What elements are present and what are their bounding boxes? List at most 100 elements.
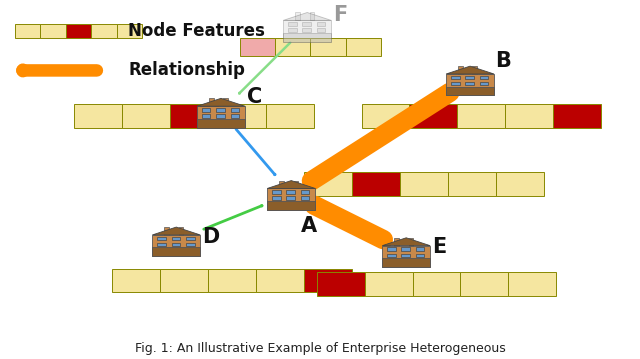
Bar [400,172,448,196]
Bar [223,98,228,106]
Bar [317,272,365,296]
Bar [465,82,474,85]
Bar [186,243,195,246]
Bar [113,269,161,292]
Bar [287,196,295,200]
Bar [15,24,40,38]
Bar [152,235,200,256]
Bar [164,227,169,235]
Bar [446,87,494,95]
Bar [152,247,200,256]
Bar [458,66,463,74]
Bar [197,119,245,128]
Bar [279,181,284,188]
Polygon shape [284,13,331,20]
Bar [197,106,245,128]
Bar [387,247,396,251]
Bar [288,28,297,32]
Bar [157,243,166,246]
Polygon shape [446,66,494,74]
Bar [387,253,396,257]
Bar [410,104,458,128]
Bar [209,98,214,106]
Bar [301,190,310,194]
Bar [479,76,488,79]
Bar [508,272,556,296]
Text: Fig. 1: An Illustrative Example of Enterprise Heterogeneous: Fig. 1: An Illustrative Example of Enter… [134,342,506,355]
Bar [408,238,413,246]
Bar [401,247,410,251]
Text: E: E [432,237,446,257]
Bar [202,108,211,112]
Bar [451,76,460,79]
Bar [472,66,477,74]
Bar [275,38,310,56]
Bar [553,104,601,128]
Bar [382,246,430,267]
Bar [346,38,381,56]
Bar [40,24,66,38]
Bar [303,22,311,26]
Bar [461,272,508,296]
Bar [272,190,281,194]
Text: D: D [202,227,219,247]
Bar [216,114,225,118]
Bar [230,114,239,118]
Text: Relationship: Relationship [129,61,245,79]
Bar [382,258,430,267]
Text: Node Features: Node Features [129,22,266,40]
Bar [304,269,352,292]
Bar [446,74,494,95]
Bar [186,237,195,240]
Bar [352,172,400,196]
Bar [505,104,553,128]
Bar [172,243,180,246]
Bar [256,269,304,292]
Bar [317,28,325,32]
Text: A: A [301,216,317,236]
Bar [301,196,310,200]
Bar [284,33,331,42]
Bar [284,20,331,42]
Bar [317,22,325,26]
Text: B: B [495,51,511,71]
Bar [92,24,117,38]
Bar [365,272,413,296]
Bar [394,238,399,246]
Bar [202,114,211,118]
Bar [122,104,170,128]
Bar [416,253,424,257]
Bar [362,104,410,128]
Bar [458,104,505,128]
Bar [268,188,316,210]
Polygon shape [268,181,316,188]
Bar [230,108,239,112]
Bar [304,172,352,196]
Bar [272,196,281,200]
Bar [117,24,143,38]
Bar [295,13,300,20]
Bar [179,227,184,235]
Bar [218,104,266,128]
Bar [495,172,543,196]
Bar [240,38,275,56]
Bar [288,22,297,26]
Text: C: C [246,87,262,107]
Bar [268,201,316,210]
Bar [465,76,474,79]
Bar [161,269,208,292]
Bar [208,269,256,292]
Bar [74,104,122,128]
Bar [266,104,314,128]
Bar [310,38,346,56]
Bar [479,82,488,85]
Bar [157,237,166,240]
Polygon shape [382,238,430,246]
Bar [294,181,298,188]
Bar [401,253,410,257]
Bar [310,13,314,20]
Bar [303,28,311,32]
Bar [172,237,180,240]
Bar [287,190,295,194]
Bar [448,172,495,196]
